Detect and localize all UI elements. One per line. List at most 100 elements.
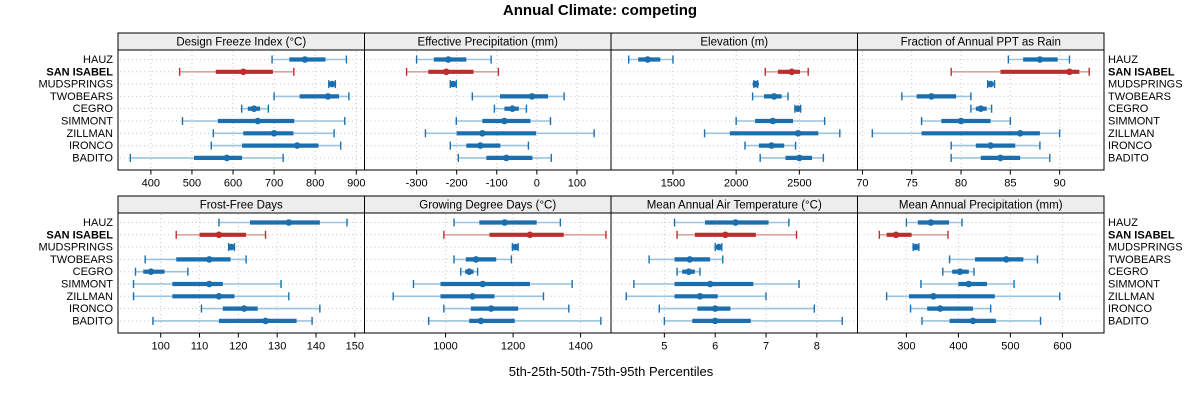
median-dot [477,317,485,325]
station-label-left: SIMMONT [61,116,113,128]
panel-title: Effective Precipitation (mm) [418,37,559,49]
panel-plot-area [857,212,1105,334]
median-dot [936,305,944,312]
median-dot [449,80,457,88]
median-dot [977,105,985,112]
percentiles-caption: 5th-25th-50th-75th-95th Percentiles [508,364,714,379]
panel-title: Mean Annual Air Temperature (°C) [647,200,822,212]
station-label-left: TWOBEARS [50,91,113,103]
median-dot [240,68,247,76]
x-tick-label: 5 [661,341,667,353]
median-dot [927,219,935,226]
median-dot [501,219,508,226]
panel-plot-area [610,49,858,171]
median-dot [997,154,1004,162]
x-tick-label: 130 [268,341,286,353]
x-tick-label: 500 [1001,341,1019,353]
median-dot [892,231,900,239]
x-tick-label: -300 [406,178,428,190]
median-dot [293,142,301,149]
x-tick-label: 700 [265,178,283,190]
median-dot [1036,56,1044,63]
station-label-right: MUDSPRINGS [1108,79,1183,91]
x-tick-label: 1500 [661,178,685,190]
median-dot [465,268,473,276]
station-label-left: IRONCO [69,140,113,152]
median-dot [285,219,293,226]
station-label-right: CEGRO [1108,266,1149,278]
x-tick-label: 75 [906,178,918,190]
median-dot [644,56,651,63]
panel-plot-area [610,212,858,334]
station-label-left: ZILLMAN [67,291,114,303]
median-dot [501,117,508,125]
median-dot [956,268,964,276]
x-tick-label: 7 [763,341,769,353]
x-tick-label: 500 [183,178,201,190]
station-label-right: SIMMONT [1108,116,1160,128]
x-tick-label: 0 [534,178,540,190]
median-dot [526,231,534,239]
median-dot [509,105,516,112]
median-dot [205,256,213,263]
median-dot [444,56,452,63]
x-tick-label: 2000 [724,178,748,190]
median-dot [487,305,495,312]
station-label-left: SAN ISABEL [46,66,113,78]
station-label-left: TWOBEARS [50,254,113,266]
x-tick-label: 120 [229,341,247,353]
median-dot [205,280,213,288]
median-dot [254,117,261,125]
median-dot [987,80,994,88]
median-dot [770,93,778,100]
station-label-right: ZILLMAN [1108,291,1155,303]
x-tick-label: -200 [446,178,468,190]
median-dot [706,280,714,288]
station-label-right: CEGRO [1108,103,1149,115]
median-dot [722,231,729,239]
station-label-right: IRONCO [1108,303,1152,315]
x-tick-label: 8 [814,341,820,353]
median-dot [715,243,723,251]
station-label-left: SAN ISABEL [46,229,113,241]
median-dot [1016,130,1024,137]
station-label-left: IRONCO [69,303,113,315]
median-dot [479,280,486,288]
figure-title: Annual Climate: competing [502,2,698,19]
median-dot [147,268,155,276]
x-tick-label: 400 [142,178,160,190]
x-tick-label: 80 [955,178,967,190]
median-dot [301,56,309,63]
x-tick-label: 110 [191,341,209,353]
median-dot [794,105,802,112]
station-label-left: MUDSPRINGS [38,242,113,254]
median-dot [1066,68,1073,76]
station-label-left: MUDSPRINGS [38,79,113,91]
panel-title: Design Freeze Index (°C) [176,37,306,49]
median-dot [477,142,484,149]
median-dot [769,117,777,125]
median-dot [324,93,332,100]
median-dot [928,93,935,100]
median-dot [442,68,450,76]
panel-plot-area [364,212,612,334]
panel-title: Growing Degree Days (°C) [419,200,556,212]
x-tick-label: 100 [152,341,170,353]
median-dot [987,142,994,149]
median-dot [228,243,235,251]
median-dot [696,293,704,300]
station-label-right: SIMMONT [1108,279,1160,291]
station-label-right: TWOBEARS [1108,91,1171,103]
median-dot [250,105,258,112]
median-dot [686,256,694,263]
x-tick-label: 90 [1054,178,1066,190]
median-dot [469,293,476,300]
median-dot [215,293,223,300]
x-tick-label: 2500 [787,178,811,190]
median-dot [768,142,775,149]
station-label-right: SAN ISABEL [1108,229,1175,241]
station-label-right: MUDSPRINGS [1108,242,1183,254]
x-tick-label: 800 [306,178,324,190]
x-tick-label: 1000 [433,341,457,353]
